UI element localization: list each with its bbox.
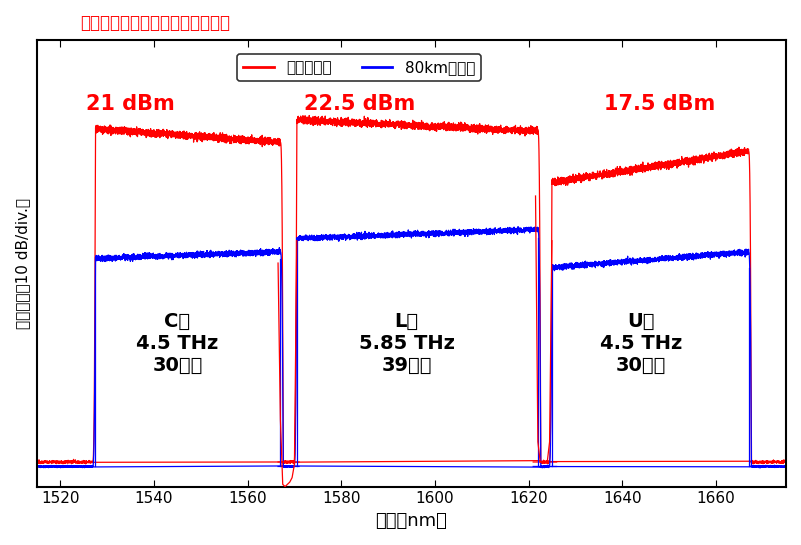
Text: 21 dBm: 21 dBm [87,94,175,114]
X-axis label: 波長（nm）: 波長（nm） [376,512,448,530]
Text: 赤字：各帯域の伝送路入力パワー: 赤字：各帯域の伝送路入力パワー [80,14,230,32]
Text: C帯
4.5 THz
30波長: C帯 4.5 THz 30波長 [136,312,219,375]
Text: 22.5 dBm: 22.5 dBm [304,94,416,114]
Y-axis label: 光パワー（10 dB/div.）: 光パワー（10 dB/div.） [15,197,30,329]
Text: U帯
4.5 THz
30波長: U帯 4.5 THz 30波長 [600,312,682,375]
Text: L帯
5.85 THz
39波長: L帯 5.85 THz 39波長 [359,312,455,375]
Legend: 伝送路入力, 80km伝送後: 伝送路入力, 80km伝送後 [237,54,481,81]
Text: 17.5 dBm: 17.5 dBm [604,94,715,114]
